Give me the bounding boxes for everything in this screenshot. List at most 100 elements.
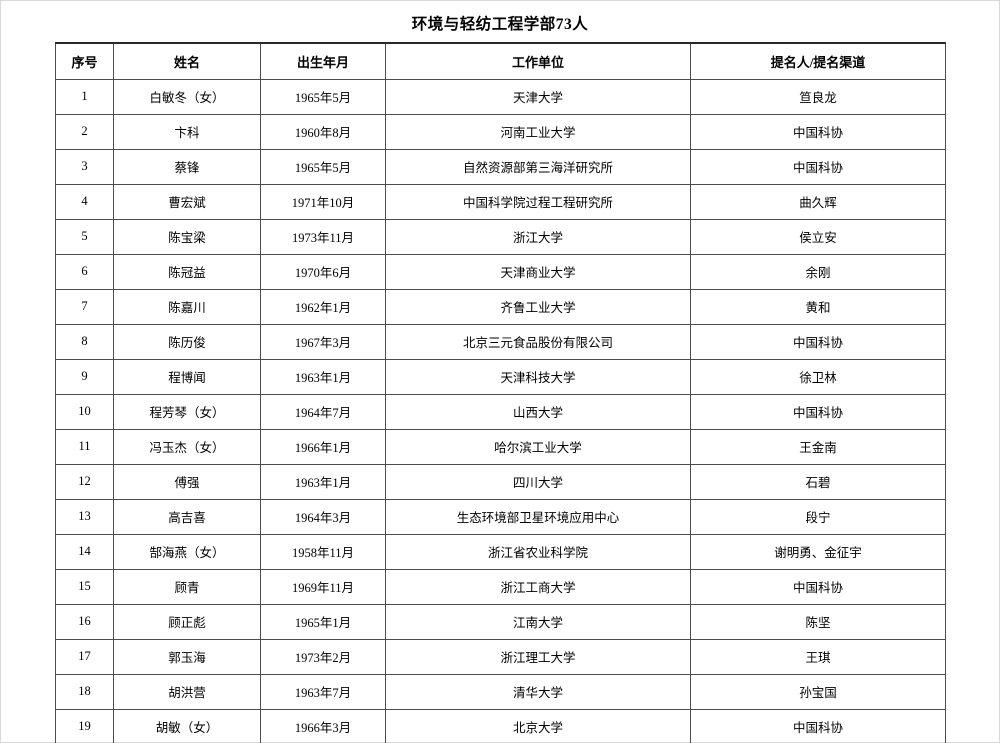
cell-name: 胡敏（女） (113, 708, 261, 743)
cell-name: 程芳琴（女） (113, 393, 261, 430)
cell-nominator: 中国科协 (690, 113, 946, 150)
nominees-table: 序号 姓名 出生年月 工作单位 提名人/提名渠道 1 白敏冬（女） 1965年5月天… (55, 42, 946, 743)
cell-name: 白敏冬（女） (113, 78, 261, 115)
cell-index: 14 (55, 533, 114, 570)
cell-workunit: 浙江理工大学 (385, 638, 691, 675)
cell-name: 顾青 (113, 568, 261, 605)
cell-name: 胡洪营 (113, 673, 261, 710)
cell-index: 2 (55, 113, 114, 150)
table-row: 18 胡洪营 1963年7月 清华大学 孙宝国 (55, 673, 946, 710)
cell-name: 卞科 (113, 113, 261, 150)
cell-birth: 1971年10月 (260, 183, 386, 220)
cell-index: 12 (55, 463, 114, 500)
cell-nominator: 中国科协 (690, 568, 946, 605)
cell-workunit: 中国科学院过程工程研究所 (385, 183, 691, 220)
cell-index: 17 (55, 638, 114, 675)
cell-birth: 1973年2月 (260, 638, 386, 675)
cell-birth: 1965年1月 (260, 603, 386, 640)
cell-name: 冯玉杰（女） (113, 428, 261, 465)
cell-birth: 1964年3月 (260, 498, 386, 535)
table-row: 14 郜海燕（女） 1958年11月 浙江省农业科学院 谢明勇、金征宇 (55, 533, 946, 570)
cell-birth: 1969年11月 (260, 568, 386, 605)
cell-index: 6 (55, 253, 114, 290)
col-header-birth: 出生年月 (260, 42, 386, 80)
col-header-nominator: 提名人/提名渠道 (690, 42, 946, 80)
cell-birth: 1970年6月 (260, 253, 386, 290)
col-header-name: 姓名 (113, 42, 261, 80)
cell-name: 陈宝梁 (113, 218, 261, 255)
table-row: 3 蔡锋 1965年5月 自然资源部第三海洋研究所 中国科协 (55, 148, 946, 185)
cell-workunit: 河南工业大学 (385, 113, 691, 150)
table-row: 15 顾青 1969年11月 浙江工商大学 中国科协 (55, 568, 946, 605)
cell-nominator: 黄和 (690, 288, 946, 325)
cell-nominator: 王琪 (690, 638, 946, 675)
cell-birth: 1964年7月 (260, 393, 386, 430)
table-row: 10 程芳琴（女） 1964年7月 山西大学 中国科协 (55, 393, 946, 430)
cell-index: 4 (55, 183, 114, 220)
cell-workunit: 江南大学 (385, 603, 691, 640)
cell-index: 15 (55, 568, 114, 605)
cell-index: 18 (55, 673, 114, 710)
cell-index: 9 (55, 358, 114, 395)
table-body: 1 白敏冬（女） 1965年5月 天津大学 笪良龙 2 卞科 1960年8月 河南工业大学 中国科… (55, 78, 946, 743)
cell-name: 郜海燕（女） (113, 533, 261, 570)
cell-workunit: 浙江大学 (385, 218, 691, 255)
cell-birth: 1966年1月 (260, 428, 386, 465)
table-row: 2 卞科 1960年8月 河南工业大学 中国科协 (55, 113, 946, 150)
cell-name: 程博闻 (113, 358, 261, 395)
cell-workunit: 北京三元食品股份有限公司 (385, 323, 691, 360)
table-row: 4 曹宏斌 1971年10月 中国科学院过程工程研究所 曲久辉 (55, 183, 946, 220)
cell-name: 高吉喜 (113, 498, 261, 535)
cell-index: 5 (55, 218, 114, 255)
cell-workunit: 生态环境部卫星环境应用中心 (385, 498, 691, 535)
page-title: 环境与轻纺工程学部73人 (411, 16, 589, 33)
cell-birth: 1965年5月 (260, 148, 386, 185)
cell-name: 顾正彪 (113, 603, 261, 640)
cell-birth: 1963年1月 (260, 463, 386, 500)
col-header-workunit: 工作单位 (385, 42, 691, 80)
cell-index: 8 (55, 323, 114, 360)
cell-nominator: 中国科协 (690, 708, 946, 743)
cell-nominator: 谢明勇、金征宇 (690, 533, 946, 570)
cell-name: 郭玉海 (113, 638, 261, 675)
cell-workunit: 天津大学 (385, 78, 691, 115)
table-row: 13 高吉喜 1964年3月 生态环境部卫星环境应用中心 段宁 (55, 498, 946, 535)
table-row: 9 程博闻 1963年1月 天津科技大学 徐卫林 (55, 358, 946, 395)
cell-workunit: 清华大学 (385, 673, 691, 710)
table-row: 19 胡敏（女） 1966年3月 北京大学 中国科协 (55, 708, 946, 743)
cell-birth: 1966年3月 (260, 708, 386, 743)
cell-name: 傅强 (113, 463, 261, 500)
cell-nominator: 中国科协 (690, 393, 946, 430)
cell-workunit: 哈尔滨工业大学 (385, 428, 691, 465)
cell-workunit: 四川大学 (385, 463, 691, 500)
table-row: 17 郭玉海 1973年2月 浙江理工大学 王琪 (55, 638, 946, 675)
cell-workunit: 山西大学 (385, 393, 691, 430)
cell-workunit: 齐鲁工业大学 (385, 288, 691, 325)
cell-nominator: 孙宝国 (690, 673, 946, 710)
cell-nominator: 余刚 (690, 253, 946, 290)
cell-birth: 1973年11月 (260, 218, 386, 255)
table-row: 5 陈宝梁 1973年11月 浙江大学 侯立安 (55, 218, 946, 255)
cell-birth: 1963年1月 (260, 358, 386, 395)
cell-nominator: 陈坚 (690, 603, 946, 640)
cell-nominator: 中国科协 (690, 323, 946, 360)
table-row: 7 陈嘉川 1962年1月 齐鲁工业大学 黄和 (55, 288, 946, 325)
cell-nominator: 石碧 (690, 463, 946, 500)
table-row: 11 冯玉杰（女） 1966年1月 哈尔滨工业大学 王金南 (55, 428, 946, 465)
cell-workunit: 北京大学 (385, 708, 691, 743)
cell-index: 19 (55, 708, 114, 743)
cell-index: 7 (55, 288, 114, 325)
table-row: 1 白敏冬（女） 1965年5月 天津大学 笪良龙 (55, 78, 946, 115)
cell-nominator: 段宁 (690, 498, 946, 535)
table-row: 16 顾正彪 1965年1月 江南大学 陈坚 (55, 603, 946, 640)
cell-nominator: 侯立安 (690, 218, 946, 255)
table-row: 12 傅强 1963年1月 四川大学 石碧 (55, 463, 946, 500)
cell-birth: 1960年8月 (260, 113, 386, 150)
table-row: 6 陈冠益 1970年6月 天津商业大学 余刚 (55, 253, 946, 290)
cell-birth: 1967年3月 (260, 323, 386, 360)
cell-index: 1 (55, 78, 114, 115)
cell-workunit: 天津商业大学 (385, 253, 691, 290)
cell-workunit: 浙江工商大学 (385, 568, 691, 605)
cell-nominator: 徐卫林 (690, 358, 946, 395)
